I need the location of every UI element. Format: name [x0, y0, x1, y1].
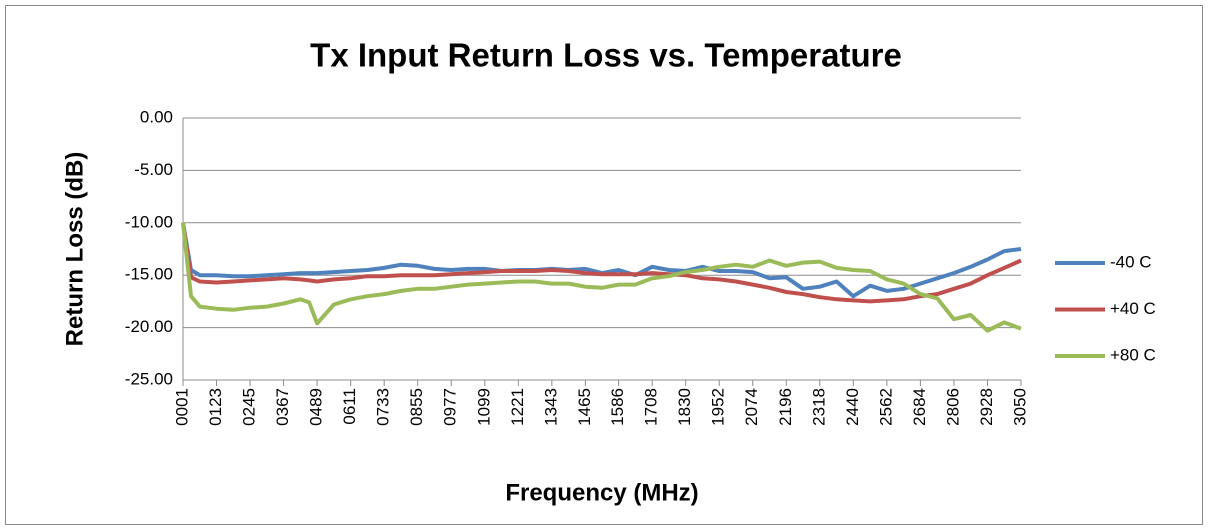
x-tick-label: 0123: [206, 388, 225, 426]
x-tick-label: 0733: [374, 388, 393, 426]
x-tick-label: 0855: [407, 388, 426, 426]
series-line: [181, 222, 1022, 299]
x-tick-label: 2074: [742, 388, 761, 426]
legend-label: -40 C: [1110, 252, 1152, 271]
x-tick-label: 1465: [575, 388, 594, 426]
y-tick-label: 0.00: [140, 107, 173, 126]
x-tick-label: 2562: [876, 388, 895, 426]
x-tick-label: 0611: [340, 388, 359, 425]
series-line: [181, 222, 1022, 304]
x-tick-label: 0977: [441, 388, 460, 426]
y-axis-label: Return Loss (dB): [61, 152, 88, 347]
x-tick-label: 3050: [1010, 388, 1029, 426]
y-tick-label: -10.00: [125, 212, 173, 231]
y-tick-label: -25.00: [125, 369, 173, 388]
x-tick-label: 2440: [843, 388, 862, 426]
x-tick-label: 2806: [943, 388, 962, 426]
x-tick-label: 2928: [977, 388, 996, 426]
x-tick-label: 0245: [240, 388, 259, 426]
x-tick-label: 1830: [675, 388, 694, 426]
x-tick-label: 1099: [474, 388, 493, 426]
legend-label: +80 C: [1110, 345, 1156, 364]
y-tick-label: -15.00: [125, 265, 173, 284]
legend-label: +40 C: [1110, 299, 1156, 318]
x-axis-label: Frequency (MHz): [505, 479, 698, 506]
x-tick-label: 1952: [709, 388, 728, 426]
x-tick-label: 1586: [608, 388, 627, 426]
x-tick-label: 0489: [307, 388, 326, 426]
series-line: [181, 222, 1022, 333]
x-tick-label: 2318: [809, 388, 828, 426]
chart-border: [5, 5, 1203, 525]
x-tick-label: 0367: [273, 388, 292, 426]
x-tick-label: 1221: [508, 388, 527, 426]
y-tick-label: -20.00: [125, 317, 173, 336]
x-tick-label: 2684: [910, 388, 929, 426]
x-tick-label: 2196: [776, 388, 795, 426]
y-tick-label: -5.00: [134, 160, 173, 179]
x-tick-label: 1343: [541, 388, 560, 426]
x-tick-label: 1708: [642, 388, 661, 426]
chart-title: Tx Input Return Loss vs. Temperature: [310, 37, 902, 74]
x-tick-label: 0001: [172, 388, 191, 426]
